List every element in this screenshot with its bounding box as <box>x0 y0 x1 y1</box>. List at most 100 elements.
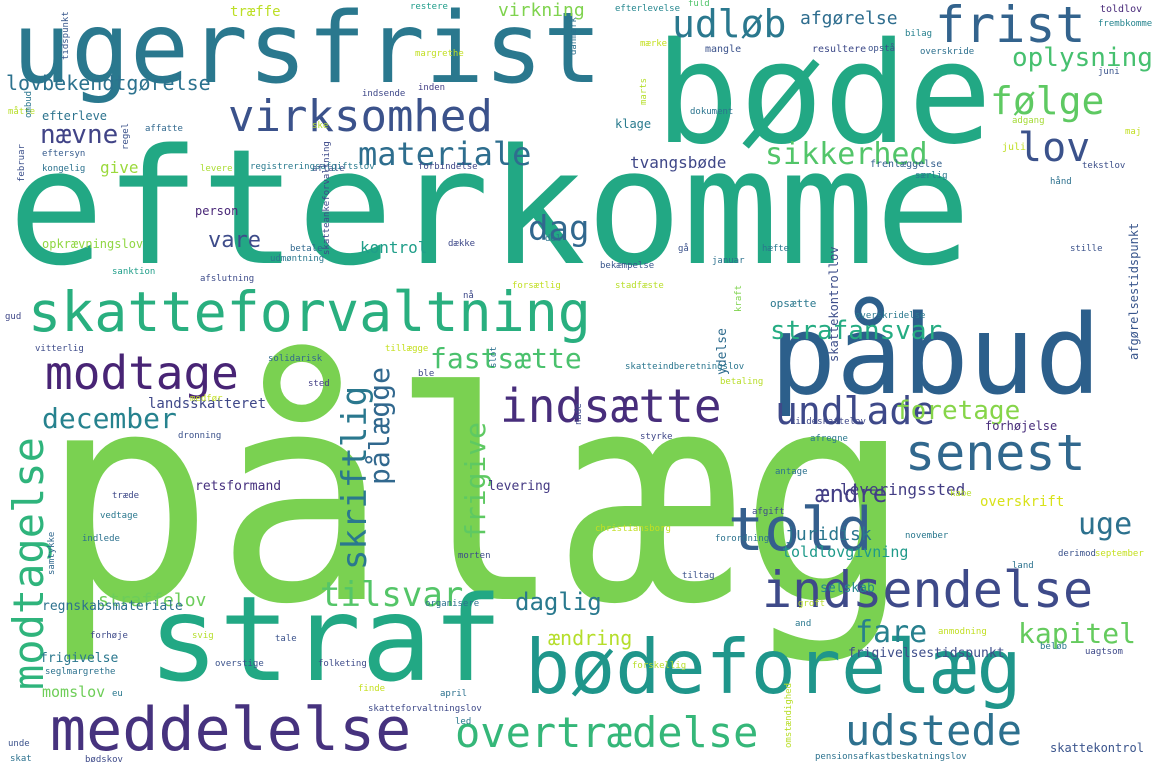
word: frembkomme <box>1098 19 1153 29</box>
word: kabe <box>950 489 972 499</box>
word: frist <box>935 0 1086 54</box>
word: opsætte <box>770 297 817 310</box>
word: eftersyn <box>42 149 86 159</box>
word: kildeskattelov <box>790 417 866 427</box>
word: tilsvar <box>320 575 464 615</box>
word: bekæmpelse <box>600 261 655 271</box>
word: lov <box>1018 125 1091 171</box>
word: hæfte <box>762 244 790 254</box>
word: levering <box>488 479 551 494</box>
word: resultere <box>812 44 867 55</box>
word: forsætlig <box>512 281 561 291</box>
word: pålæg <box>40 331 913 668</box>
word: februar <box>17 144 27 182</box>
word: overtrædelse <box>455 708 759 757</box>
word: januar <box>712 256 745 266</box>
word: led <box>455 717 472 727</box>
word: organisere <box>425 599 480 609</box>
word: juli <box>1002 142 1027 153</box>
word: gud <box>5 312 22 322</box>
word: overskridelse <box>855 311 926 321</box>
word: nå <box>463 291 474 301</box>
word: uge <box>1078 507 1133 542</box>
word: frenlæggelse <box>870 159 943 170</box>
word: nåde <box>574 403 584 425</box>
word: vedtage <box>100 511 138 521</box>
word: kongelig <box>42 164 86 174</box>
word: indlede <box>82 534 120 544</box>
word: eu <box>112 689 123 699</box>
word: daglig <box>515 588 602 616</box>
word: regel <box>121 122 131 150</box>
word: afgift <box>752 507 785 517</box>
word: marts <box>639 77 649 105</box>
word: slot <box>489 346 499 368</box>
word: maj <box>1125 127 1142 137</box>
word: gå <box>678 244 689 254</box>
word: and <box>795 619 812 629</box>
word: tvangsbøde <box>630 153 727 172</box>
word: opstå <box>868 44 896 54</box>
word: påbud <box>770 291 1102 419</box>
word: særlig <box>915 171 948 181</box>
word: registreringsafgiftslov <box>250 162 375 172</box>
word: forordning <box>715 534 770 544</box>
word: kraft <box>734 284 744 312</box>
word: leveringssted <box>840 480 966 499</box>
word: samtykke <box>47 531 57 575</box>
word: nævne <box>40 120 119 150</box>
word: aftale <box>312 164 345 174</box>
word: solidarisk <box>268 354 323 364</box>
word: betaling <box>720 377 764 387</box>
word: frigivelse <box>40 651 119 666</box>
word: bødskov <box>85 755 123 765</box>
word: regnskabsmateriale <box>42 599 183 614</box>
word: hånd <box>1050 177 1072 187</box>
word: tale <box>275 634 297 644</box>
word: folketing <box>318 659 367 669</box>
word: fuld <box>688 0 710 9</box>
word: forhøje <box>90 631 128 641</box>
word: mærke <box>640 39 668 49</box>
word: meddelelse <box>50 695 412 765</box>
word: tidspunkt <box>61 11 71 60</box>
word: undlade <box>775 389 936 433</box>
word: sted <box>308 379 330 389</box>
word: efterkomme <box>8 114 972 301</box>
word: skattekontrollov <box>827 246 841 362</box>
word: overskrift <box>980 494 1065 510</box>
word: vitterlig <box>35 344 84 354</box>
word: toldlov <box>1100 4 1143 15</box>
word: virkning <box>498 0 585 21</box>
word: land <box>1012 561 1034 571</box>
word: bøde <box>655 13 993 176</box>
word: skatteankeforvaltning <box>322 141 332 255</box>
word: frigivelsestidspunkt <box>848 646 1005 661</box>
word: ændring <box>548 626 633 650</box>
word: afgørelse <box>800 8 898 29</box>
word: inden <box>418 83 446 93</box>
word: sanktion <box>112 267 156 277</box>
word: indsætte <box>500 379 722 433</box>
word: opkrævningslov <box>42 237 144 251</box>
word: straffelov <box>98 590 207 611</box>
word: udstede <box>845 706 1023 755</box>
word: skattekontrol <box>1050 741 1144 755</box>
word: frigive <box>459 421 492 540</box>
word: forskellig <box>632 661 687 671</box>
word: skatteforvaltning <box>28 280 591 344</box>
word: pålægge <box>363 366 396 485</box>
word: unde <box>8 739 30 749</box>
word: stille <box>1070 244 1103 254</box>
word: svig <box>192 631 214 641</box>
word: materiale <box>358 135 532 173</box>
word: betale <box>290 244 323 254</box>
word: stadfæste <box>615 281 664 291</box>
word: november <box>905 531 949 541</box>
word: give <box>100 158 139 177</box>
word: juridisk <box>785 524 872 545</box>
word: sikkerhed <box>765 137 928 172</box>
word: pensionsafkastbeskatningslov <box>815 752 967 762</box>
word: kontrol <box>360 238 428 257</box>
